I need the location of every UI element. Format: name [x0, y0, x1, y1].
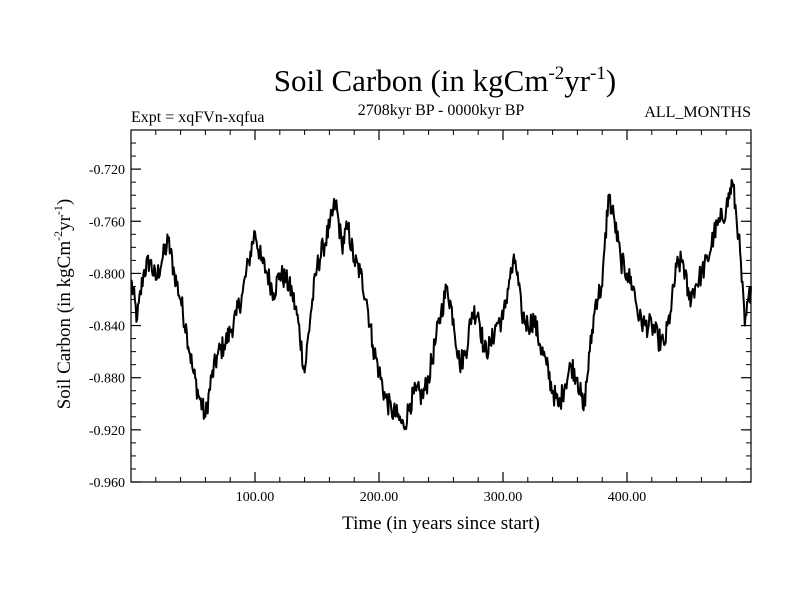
y-tick-label: -0.800 [89, 267, 125, 282]
y-tick-label: -0.840 [89, 320, 125, 335]
season-label: ALL_MONTHS [644, 104, 751, 121]
chart-title: Soil Carbon (in kgCm-2yr-1) [274, 63, 617, 98]
y-tick-label: -0.880 [89, 372, 125, 387]
y-axis-label: Soil Carbon (in kgCm-2yr-1) [51, 199, 75, 410]
x-tick-label: 100.00 [236, 490, 275, 505]
y-tick-label: -0.960 [89, 476, 125, 491]
x-tick-label: 300.00 [484, 490, 523, 505]
experiment-label: Expt = xqFVn-xqfua [131, 109, 264, 126]
y-tick-label: -0.760 [89, 215, 125, 230]
x-tick-label: 200.00 [360, 490, 399, 505]
y-tick-label: -0.720 [89, 163, 125, 178]
period-label: 2708kyr BP - 0000kyr BP [358, 102, 525, 119]
x-tick-label: 400.00 [608, 490, 647, 505]
x-axis-ticks: 100.00 200.00 300.00 400.00 [155, 130, 727, 505]
y-tick-label: -0.920 [89, 424, 125, 439]
x-axis-label: Time (in years since start) [342, 513, 540, 534]
y-axis-ticks: -0.720 -0.760 -0.800 -0.840 -0.880 -0.920 -0.9… [89, 129, 751, 491]
plot-frame [130, 129, 752, 483]
series-line-soil-carbon [130, 178, 752, 431]
